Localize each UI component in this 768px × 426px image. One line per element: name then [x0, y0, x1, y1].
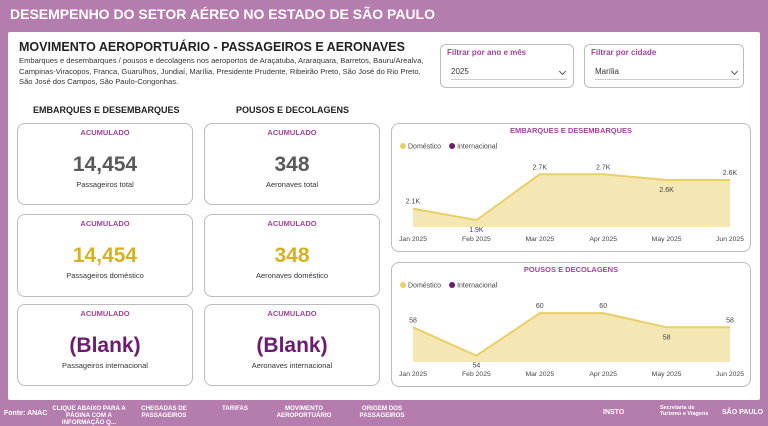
x-tick-label: Feb 2025 [462, 236, 491, 243]
card-value: (Blank) [256, 334, 328, 357]
card-value: 348 [274, 244, 310, 267]
card-header: ACUMULADO [267, 309, 317, 318]
line [412, 312, 730, 357]
filter-label: Filtrar por cidade [591, 48, 657, 57]
legend-swatch [449, 282, 456, 288]
kpi-card: ACUMULADO 348 Aeronaves total [204, 123, 380, 205]
x-tick-label: Jun 2025 [716, 236, 744, 243]
card-caption: Aeronaves doméstico [255, 271, 329, 280]
data-label: 58 [726, 317, 734, 324]
column-title: POUSOS E DECOLAGENS [236, 105, 350, 115]
kpi-card: ACUMULADO 14,454 Passageiros total [17, 123, 193, 205]
x-tick-label: Mar 2025 [525, 371, 554, 378]
section-title: MOVIMENTO AEROPORTUÁRIO - PASSAGEIROS E … [19, 40, 405, 54]
nav-button[interactable]: MOVIMENTO AEROPORTUÁRIO [276, 405, 332, 419]
x-tick-label: Feb 2025 [462, 371, 491, 378]
chart-title: EMBARQUES E DESEMBARQUES [510, 126, 632, 135]
card-header: ACUMULADO [267, 219, 317, 228]
content-panel: MOVIMENTO AEROPORTUÁRIO - PASSAGEIROS E … [8, 32, 760, 400]
card-caption: Passageiros total [76, 180, 134, 189]
card-value: 14,454 [72, 153, 138, 176]
data-label: 54 [473, 363, 481, 370]
card-header: ACUMULADO [80, 309, 130, 318]
x-tick-label: Jun 2025 [716, 371, 744, 378]
chart-panel: POUSOS E DECOLAGENS Doméstico Internaciona… [391, 262, 751, 387]
data-label: 2.1K [406, 199, 421, 206]
logo: INSTO [603, 409, 625, 416]
card-value: 14,454 [72, 244, 138, 267]
legend-label: Internacional [457, 283, 498, 290]
card-value: 348 [274, 153, 310, 176]
chart-title: POUSOS E DECOLAGENS [524, 265, 618, 274]
legend-label: Doméstico [408, 283, 441, 290]
legend-label: Doméstico [408, 144, 441, 151]
x-tick-label: Apr 2025 [589, 236, 617, 243]
x-tick-label: Jan 2025 [399, 371, 427, 378]
legend-swatch [400, 282, 406, 288]
card-caption: Aeronaves total [265, 180, 319, 189]
card-caption: Passageiros doméstico [66, 271, 144, 280]
legend-swatch [449, 143, 456, 149]
x-tick-label: May 2025 [652, 236, 682, 243]
data-label: 2.6K [659, 187, 674, 194]
kpi-card: ACUMULADO (Blank) Aeronaves internacional [204, 304, 380, 386]
card-caption: Aeronaves internacional [251, 361, 333, 370]
logo: SÃO PAULO [722, 409, 764, 416]
x-tick-label: Apr 2025 [589, 371, 617, 378]
legend-label: Internacional [457, 144, 498, 151]
footer: Fonte: ANAC CLIQUE ABAIXO PARA A PÁGINA … [0, 400, 768, 426]
column-title: EMBARQUES E DESEMBARQUES [33, 105, 180, 115]
chart: POUSOS E DECOLAGENS Doméstico Internaciona… [399, 265, 744, 378]
x-tick-label: Jan 2025 [399, 236, 427, 243]
x-tick-label: Mar 2025 [525, 236, 554, 243]
data-label: 60 [599, 303, 607, 310]
nav-button[interactable]: CLIQUE ABAIXO PARA A PÁGINA COM A INFORM… [52, 405, 126, 426]
data-label: 58 [409, 317, 417, 324]
source: Fonte: ANAC [4, 410, 48, 417]
data-label: 60 [536, 303, 544, 310]
card-header: ACUMULADO [80, 128, 130, 137]
kpi-card: ACUMULADO 348 Aeronaves doméstico [204, 214, 380, 297]
x-tick-label: May 2025 [652, 371, 682, 378]
nav-button[interactable]: TARIFAS [221, 405, 248, 412]
kpi-card: ACUMULADO 14,454 Passageiros doméstico [17, 214, 193, 297]
logo: Secretaria de Turismo e Viagens [660, 405, 709, 417]
chart: EMBARQUES E DESEMBARQUES Doméstico Interna… [399, 126, 744, 243]
nav-button[interactable]: CHEGADAS DE PASSAGEIROS [141, 405, 187, 419]
card-header: ACUMULADO [80, 219, 130, 228]
data-label: 2.7K [533, 164, 548, 171]
page-title: DESEMPENHO DO SETOR AÉREO NO ESTADO DE S… [10, 6, 435, 22]
area [413, 313, 730, 362]
chart-panel: EMBARQUES E DESEMBARQUES Doméstico Interna… [391, 123, 751, 252]
filter-label: Filtrar por ano e mês [447, 48, 527, 57]
filter[interactable]: Filtrar por cidade Marília [584, 44, 744, 88]
nav-button[interactable]: ORIGEM DOS PASSAGEIROS [359, 405, 405, 419]
card-caption: Passageiros internacional [62, 361, 148, 370]
filter[interactable]: Filtrar por ano e mês 2025 [440, 44, 574, 88]
kpi-card: ACUMULADO (Blank) Passageiros internaciona… [17, 304, 193, 386]
line [412, 173, 730, 222]
card-header: ACUMULADO [267, 128, 317, 137]
data-label: 1.9K [469, 227, 484, 234]
card-value: (Blank) [69, 334, 141, 357]
data-label: 58 [663, 334, 671, 341]
data-label: 2.6K [723, 170, 738, 177]
area [413, 174, 730, 227]
data-label: 2.7K [596, 164, 611, 171]
filter-value[interactable]: Marília [595, 67, 739, 80]
legend-swatch [400, 143, 406, 149]
section-description: Embarques e desembarques / pousos e deco… [19, 56, 424, 86]
filter-value[interactable]: 2025 [451, 67, 567, 80]
